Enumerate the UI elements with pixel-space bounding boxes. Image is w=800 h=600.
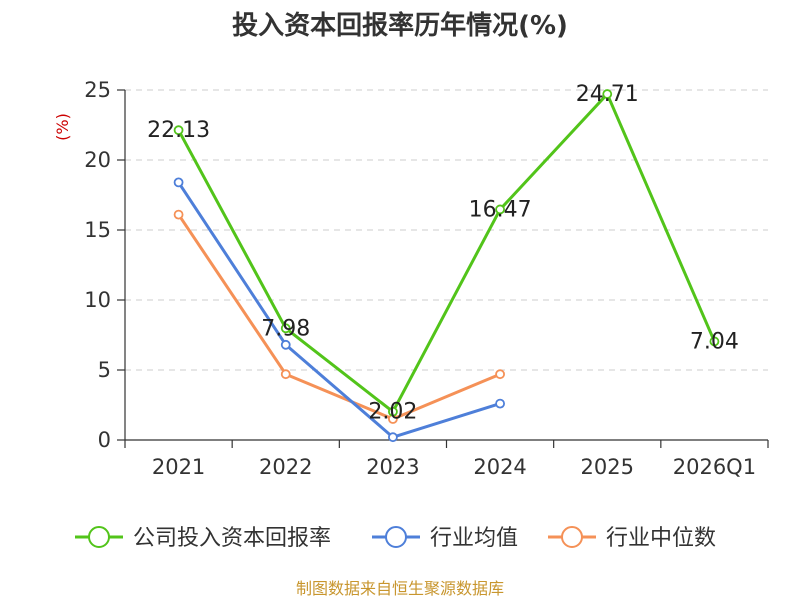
legend-marker xyxy=(561,526,583,548)
data-label: 7.04 xyxy=(690,329,739,354)
data-label: 22.13 xyxy=(147,118,210,143)
legend-marker xyxy=(88,526,110,548)
y-tick-label: 0 xyxy=(98,428,111,452)
chart-title: 投入资本回报率历年情况(%) xyxy=(232,10,568,41)
data-point xyxy=(495,369,505,380)
x-tick-label: 2022 xyxy=(259,455,312,479)
data-point xyxy=(280,369,291,380)
legend-label: 公司投入资本回报率 xyxy=(133,526,331,551)
data-label: 7.98 xyxy=(261,316,310,341)
data-point xyxy=(388,432,398,443)
data-point xyxy=(173,209,184,220)
y-tick-label: 5 xyxy=(98,358,111,382)
data-point xyxy=(388,406,398,417)
data-point xyxy=(173,177,184,188)
series-line xyxy=(177,92,716,414)
y-axis-label: (%) xyxy=(53,113,72,141)
legend-marker xyxy=(385,526,407,548)
y-tick-label: 15 xyxy=(84,218,111,242)
series-line xyxy=(177,213,502,421)
y-tick-label: 10 xyxy=(84,288,111,312)
x-tick-label: 2023 xyxy=(366,455,419,479)
legend-label: 行业中位数 xyxy=(606,526,716,551)
legend: 公司投入资本回报率 行业均值 行业中位数 xyxy=(75,526,716,551)
data-label: 24.71 xyxy=(576,82,639,107)
x-tick-label: 2024 xyxy=(473,455,526,479)
data-point xyxy=(495,204,505,215)
y-tick-label: 20 xyxy=(84,148,111,172)
data-labels: 22.13 7.98 2.02 16.47 24.71 7.04 xyxy=(147,82,739,425)
series-line xyxy=(177,180,502,439)
legend-label: 行业均值 xyxy=(430,526,518,551)
data-point xyxy=(602,89,613,99)
data-label: 2.02 xyxy=(368,400,417,425)
data-point xyxy=(173,125,184,136)
data-point xyxy=(280,323,291,334)
x-tick-label: 2025 xyxy=(581,455,634,479)
source-note: 制图数据来自恒生聚源数据库 xyxy=(296,579,504,598)
data-point xyxy=(495,398,505,409)
gridlines xyxy=(125,89,768,371)
series-layer xyxy=(173,89,720,443)
data-label: 16.47 xyxy=(469,197,532,222)
x-tick-label: 2021 xyxy=(152,455,205,479)
y-tick-label: 25 xyxy=(84,78,111,102)
data-point xyxy=(709,336,720,347)
x-tick-label: 2026Q1 xyxy=(673,455,756,479)
data-point xyxy=(280,339,291,350)
